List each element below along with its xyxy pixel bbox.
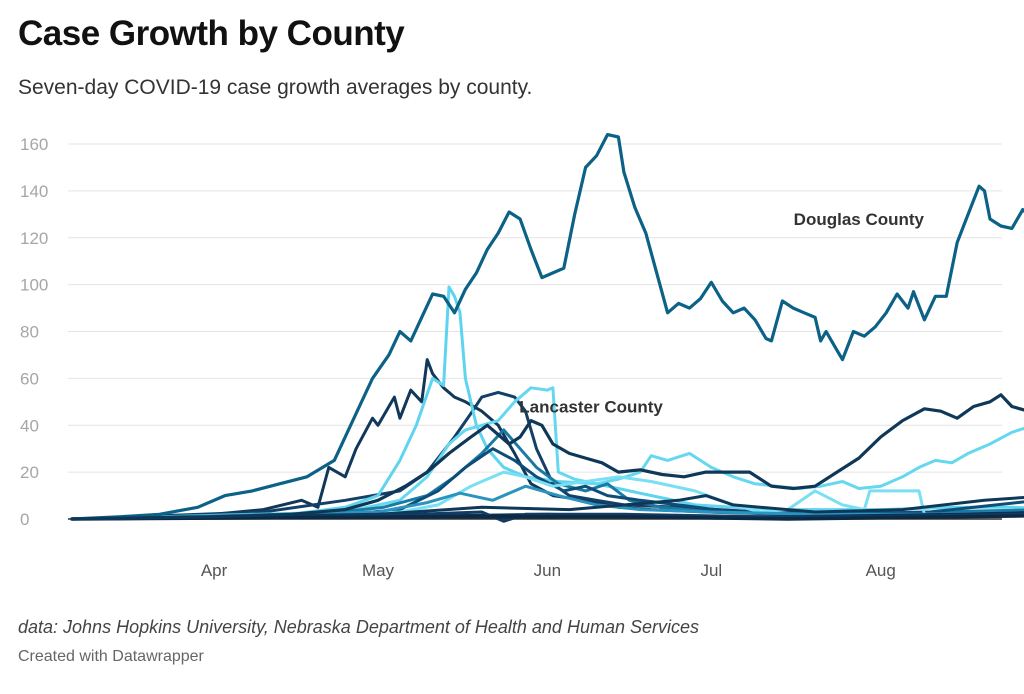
county-line-5	[70, 428, 1024, 521]
county-line-1	[70, 358, 1024, 521]
x-tick-label-jun: Jun	[534, 561, 561, 580]
y-tick-label-160: 160	[20, 135, 48, 154]
y-tick-label-20: 20	[20, 463, 39, 482]
y-tick-label-80: 80	[20, 323, 39, 342]
y-tick-label-140: 140	[20, 182, 48, 201]
y-axis-ticks: 0 20 40 60 80 100 120 140 160	[20, 135, 48, 529]
chart-subtitle: Seven-day COVID-19 case growth averages …	[18, 76, 533, 99]
credit-line: Created with Datawrapper	[18, 648, 204, 665]
annotations: Douglas County Lancaster County	[519, 210, 924, 417]
x-tick-label-may: May	[362, 561, 395, 580]
lancaster-county-line	[70, 393, 1024, 521]
x-axis-ticks: Apr May Jun Jul Aug	[201, 561, 896, 580]
county-line-9	[70, 494, 1024, 521]
series-lines	[70, 133, 1024, 523]
x-tick-label-apr: Apr	[201, 561, 228, 580]
county-line-12	[70, 514, 1024, 521]
county-line-6	[70, 447, 1024, 521]
county-line-4	[70, 386, 1024, 521]
y-tick-label-0: 0	[20, 510, 29, 529]
county-line-3	[70, 285, 1024, 521]
data-source: data: Johns Hopkins University, Nebraska…	[18, 617, 699, 637]
gridlines	[68, 143, 1002, 520]
y-tick-label-40: 40	[20, 416, 39, 435]
chart-title: Case Growth by County	[18, 14, 405, 53]
y-tick-label-100: 100	[20, 276, 48, 295]
y-tick-label-120: 120	[20, 229, 48, 248]
x-tick-label-aug: Aug	[866, 561, 896, 580]
annotation-lancaster-county: Lancaster County	[519, 398, 663, 417]
annotation-douglas-county: Douglas County	[794, 210, 925, 229]
y-tick-label-60: 60	[20, 369, 39, 388]
x-tick-label-jul: Jul	[700, 561, 722, 580]
douglas-county-line	[70, 133, 1024, 521]
line-chart: 0 20 40 60 80 100 120 140 160 Apr May Jun Jul Aug Do…	[20, 133, 1024, 580]
